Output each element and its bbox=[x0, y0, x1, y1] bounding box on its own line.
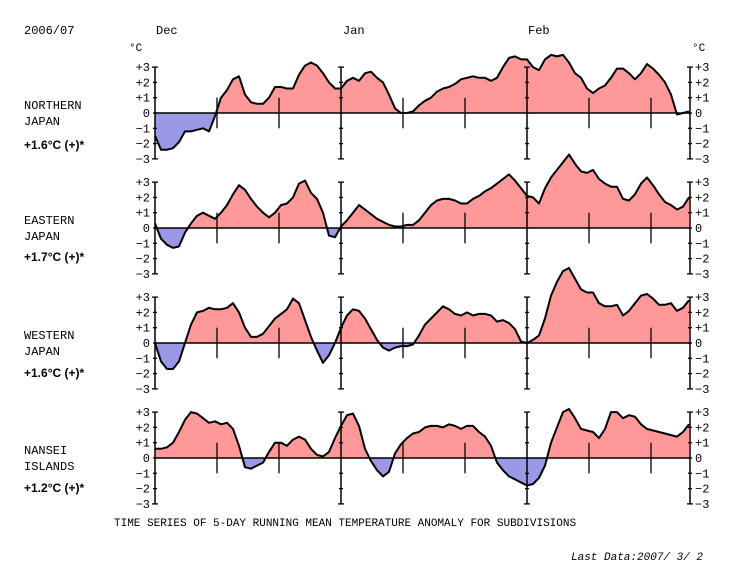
y-tick-label-right: 0 bbox=[695, 337, 702, 351]
y-tick-label-left: +3 bbox=[136, 176, 150, 190]
y-tick-label-left: −2 bbox=[136, 483, 150, 497]
region-anomaly-northern-japan: +1.6°C (+)* bbox=[24, 138, 85, 152]
month-label-jan: Jan bbox=[343, 24, 365, 38]
y-tick-label-right: +2 bbox=[695, 421, 709, 435]
y-tick-label-right: 0 bbox=[695, 107, 702, 121]
y-tick-label-right: +3 bbox=[695, 291, 709, 305]
y-tick-label-left: −1 bbox=[136, 237, 150, 251]
region-name-eastern-japan: EASTERN JAPAN bbox=[24, 214, 75, 244]
y-tick-label-left: −3 bbox=[136, 498, 150, 512]
anomaly-line bbox=[155, 408, 690, 487]
positive-anomaly-area bbox=[155, 54, 689, 113]
panel-2: +3 +3+2 +2+1 +10 0−1 −1−2 −2−3 −3 bbox=[136, 267, 709, 397]
y-tick-label-left: +2 bbox=[136, 191, 150, 205]
last-data-label: Last Data:2007/ 3/ 2 bbox=[571, 552, 704, 564]
y-tick-label-right: +2 bbox=[695, 76, 709, 90]
y-tick-label-right: +1 bbox=[695, 437, 709, 451]
region-name-western-japan: WESTERN JAPAN bbox=[24, 329, 75, 359]
month-label-feb: Feb bbox=[528, 24, 550, 38]
y-tick-label-right: −2 bbox=[695, 138, 709, 152]
y-tick-label-left: +1 bbox=[136, 207, 150, 221]
anomaly-line bbox=[154, 267, 690, 370]
y-tick-label-left: 0 bbox=[143, 337, 150, 351]
y-tick-label-right: −3 bbox=[695, 153, 709, 167]
y-tick-label-left: +2 bbox=[136, 76, 150, 90]
region-anomaly-nansei-islands: +1.2°C (+)* bbox=[24, 481, 85, 495]
y-tick-label-left: +1 bbox=[136, 322, 150, 336]
y-tick-label-left: +1 bbox=[136, 92, 150, 106]
y-tick-label-left: −1 bbox=[136, 122, 150, 136]
y-tick-label-right: 0 bbox=[695, 222, 702, 236]
panel-1: +3 +3+2 +2+1 +10 0−1 −1−2 −2−3 −3 bbox=[136, 153, 709, 282]
anomaly-line bbox=[154, 153, 690, 249]
y-tick-label-right: +3 bbox=[695, 176, 709, 190]
unit-label-right: °C bbox=[692, 43, 706, 55]
anomaly-line bbox=[154, 53, 690, 151]
y-tick-label-right: −3 bbox=[695, 383, 709, 397]
region-anomaly-eastern-japan: +1.7°C (+)* bbox=[24, 250, 85, 264]
y-tick-label-left: 0 bbox=[143, 107, 150, 121]
y-tick-label-left: +3 bbox=[136, 406, 150, 420]
region-name-northern-japan: NORTHERN JAPAN bbox=[24, 99, 82, 129]
panel-0: +3 +3+2 +2+1 +10 0−1 −1−2 −2−3 −3 bbox=[136, 53, 709, 167]
y-tick-label-left: +3 bbox=[136, 61, 150, 75]
y-tick-label-right: −3 bbox=[695, 268, 709, 282]
positive-anomaly-area bbox=[155, 409, 689, 458]
y-tick-label-left: −2 bbox=[136, 253, 150, 267]
y-tick-label-left: 0 bbox=[143, 222, 150, 236]
region-anomaly-western-japan: +1.6°C (+)* bbox=[24, 366, 85, 380]
region-name-nansei-islands: NANSEI ISLANDS bbox=[24, 444, 75, 474]
y-tick-label-right: −1 bbox=[695, 237, 709, 251]
y-tick-label-right: −1 bbox=[695, 467, 709, 481]
chart-caption: TIME SERIES OF 5-DAY RUNNING MEAN TEMPER… bbox=[114, 518, 577, 530]
y-tick-label-left: −2 bbox=[136, 138, 150, 152]
y-tick-label-left: −3 bbox=[136, 268, 150, 282]
panel-3: +3 +3+2 +2+1 +10 0−1 −1−2 −2−3 −3 bbox=[136, 406, 710, 512]
y-tick-label-right: −2 bbox=[695, 483, 709, 497]
y-tick-label-right: +1 bbox=[695, 322, 709, 336]
y-tick-label-left: 0 bbox=[143, 452, 150, 466]
negative-anomaly-area bbox=[155, 113, 689, 150]
y-tick-label-left: −2 bbox=[136, 368, 150, 382]
y-tick-label-right: −2 bbox=[695, 253, 709, 267]
y-tick-label-right: +2 bbox=[695, 306, 709, 320]
y-tick-label-left: +1 bbox=[136, 437, 150, 451]
y-tick-label-right: −1 bbox=[695, 122, 709, 136]
y-tick-label-right: −1 bbox=[695, 352, 709, 366]
y-tick-label-right: +2 bbox=[695, 191, 709, 205]
y-tick-label-left: +2 bbox=[136, 306, 150, 320]
season-label: 2006/07 bbox=[24, 24, 75, 38]
y-tick-label-left: −1 bbox=[136, 467, 150, 481]
y-tick-label-left: −3 bbox=[136, 153, 150, 167]
y-tick-label-right: −2 bbox=[695, 368, 709, 382]
y-tick-label-left: +3 bbox=[136, 291, 150, 305]
y-tick-label-right: +1 bbox=[695, 92, 709, 106]
y-tick-label-right: +3 bbox=[695, 61, 709, 75]
month-label-dec: Dec bbox=[156, 24, 178, 38]
y-tick-label-left: −3 bbox=[136, 383, 150, 397]
y-tick-label-right: 0 bbox=[695, 452, 702, 466]
unit-label-left: °C bbox=[129, 43, 143, 55]
y-tick-label-left: +2 bbox=[136, 421, 150, 435]
y-tick-label-right: −3 bbox=[695, 498, 709, 512]
positive-anomaly-area bbox=[155, 268, 689, 343]
y-tick-label-right: +3 bbox=[695, 406, 709, 420]
y-tick-label-left: −1 bbox=[136, 352, 150, 366]
positive-anomaly-area bbox=[155, 154, 689, 228]
y-tick-label-right: +1 bbox=[695, 207, 709, 221]
